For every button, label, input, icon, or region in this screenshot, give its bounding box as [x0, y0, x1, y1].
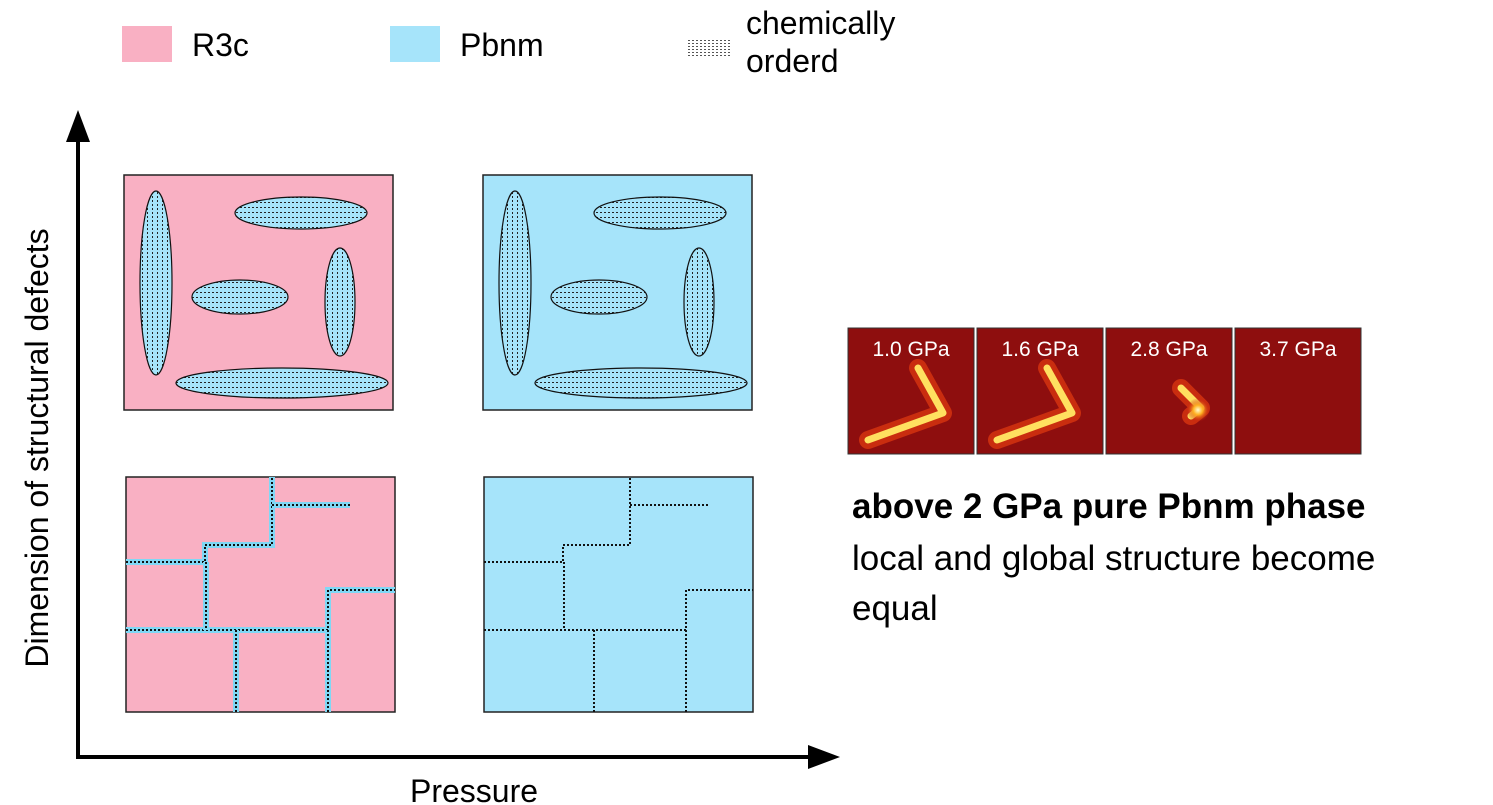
arrowhead: [808, 745, 840, 769]
ordered-domain: [235, 197, 367, 229]
ordered-domain: [551, 280, 647, 314]
pressure-label: 1.0 GPa: [872, 338, 949, 361]
y-axis-label: Dimension of structural defects: [19, 228, 55, 667]
ordered-domain: [499, 191, 531, 375]
phase-panel: [126, 477, 395, 712]
pressure-label: 2.8 GPa: [1130, 338, 1207, 361]
legend-swatch: [686, 40, 732, 56]
legend-label: Pbnm: [460, 27, 544, 63]
pressure-label: 1.6 GPa: [1001, 338, 1078, 361]
caption-body: equal: [852, 589, 938, 628]
legend-swatch: [390, 26, 440, 62]
diagram: R3c Pbnm chemicallyorderd Dimension of str…: [0, 0, 1493, 805]
ordered-domain: [535, 368, 747, 398]
ordered-domain: [684, 248, 714, 356]
x-axis-label: Pressure: [410, 773, 538, 805]
ordered-domain: [594, 197, 726, 229]
caption-heading: above 2 GPa pure Pbnm phase: [852, 487, 1366, 526]
ordered-domain: [140, 191, 172, 375]
spot: [1186, 398, 1210, 422]
legend-label: chemically: [746, 5, 895, 41]
arrowhead: [66, 110, 90, 142]
pressure-label: 3.7 GPa: [1259, 338, 1336, 361]
ordered-domain: [325, 248, 355, 356]
phase-panel: [484, 477, 753, 712]
legend-swatch: [122, 26, 172, 62]
legend-label: orderd: [746, 43, 839, 79]
ordered-domain: [192, 280, 288, 314]
legend-label: R3c: [192, 27, 249, 63]
caption-body: local and global structure become: [852, 539, 1375, 578]
ordered-domain: [176, 368, 388, 398]
